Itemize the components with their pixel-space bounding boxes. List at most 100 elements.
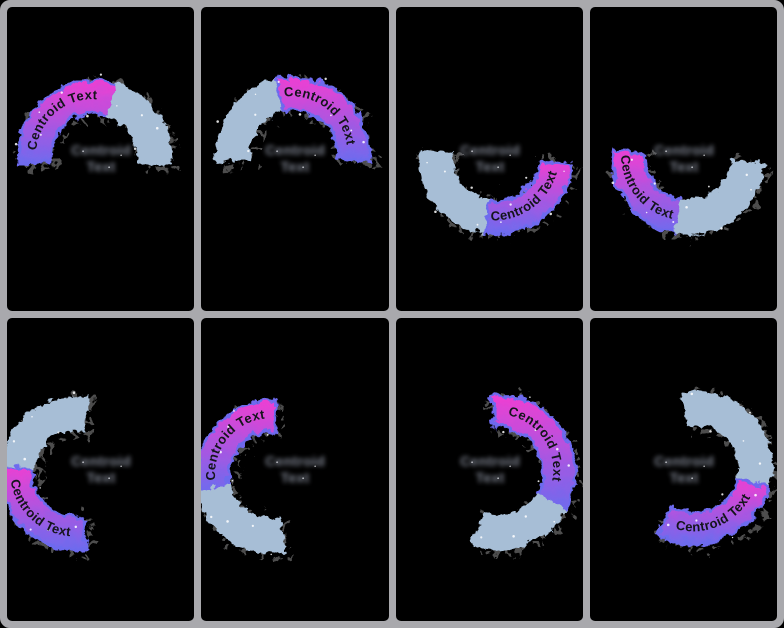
sparkle-dot xyxy=(552,520,555,523)
sparkle-dot xyxy=(496,166,499,169)
sparkle-dot xyxy=(566,463,570,467)
sparkle-dot xyxy=(476,223,478,226)
gradient-arc-segment xyxy=(481,157,571,233)
sparkle-dot xyxy=(524,514,527,518)
sparkle-dot xyxy=(82,460,85,463)
sparkle-dot xyxy=(210,515,213,518)
sparkle-dot xyxy=(233,409,236,412)
sparkle-dot xyxy=(226,519,230,523)
sparkle-dot xyxy=(666,523,670,526)
sparkle-dot xyxy=(133,147,137,151)
sparkle-dot xyxy=(749,188,752,191)
sparkle-dot xyxy=(443,170,446,173)
sparkle-dot xyxy=(23,457,27,460)
chart-panel-row1-col3: Centroid Text Centroid Text xyxy=(395,7,583,311)
center-label-line2: Text xyxy=(281,158,310,174)
sparkle-dot xyxy=(731,536,734,538)
sparkle-dot xyxy=(664,460,667,463)
sparkle-dot xyxy=(695,518,698,522)
center-label-line2: Text xyxy=(669,469,698,485)
sparkle-dot xyxy=(120,154,122,157)
chart-panel-row2-col4: Centroid Text Centroid Text xyxy=(589,317,777,621)
sparkle-dot xyxy=(324,77,328,81)
sparkle-dot xyxy=(470,460,473,463)
sparkle-dot xyxy=(511,534,515,538)
secondary-arc-segment xyxy=(213,76,283,161)
center-label-line1: Centroid xyxy=(654,142,714,158)
sparkle-dot xyxy=(82,150,85,153)
sparkle-dot xyxy=(140,114,143,117)
sparkle-dot xyxy=(108,166,111,169)
sparkle-dot xyxy=(690,476,693,479)
center-label-line1: Centroid xyxy=(71,453,131,469)
sparkle-dot xyxy=(276,150,279,153)
sparkle-dot xyxy=(74,525,78,528)
sparkle-dot xyxy=(330,114,333,117)
secondary-arc-segment xyxy=(201,481,284,552)
sparkle-dot xyxy=(524,176,527,179)
sparkle-dot xyxy=(433,210,437,214)
sparkle-dot xyxy=(720,227,723,230)
gradient-arc-segment xyxy=(7,463,88,549)
center-label-line2: Text xyxy=(475,158,504,174)
sparkle-dot xyxy=(653,182,656,185)
sparkle-dot xyxy=(12,439,16,442)
gradient-arc-segment xyxy=(14,77,118,164)
sparkle-dot xyxy=(267,433,269,436)
sparkle-dot xyxy=(227,424,230,428)
sparkle-dot xyxy=(57,430,60,434)
sparkle-dot xyxy=(298,113,302,116)
gradient-arc-segment xyxy=(653,475,768,544)
sparkle-dot xyxy=(120,464,122,467)
chart-panel-row1-col4: Centroid Text Centroid Text xyxy=(589,7,777,311)
sparkle-dot xyxy=(39,133,42,136)
secondary-arc-segment xyxy=(678,388,771,487)
sparkle-dot xyxy=(255,93,257,96)
sparkle-dot xyxy=(38,111,41,114)
chart-panel-row2-col1: Centroid Text Centroid Text xyxy=(7,317,195,621)
sparkle-dot xyxy=(479,535,482,538)
chart-panel-row1-col1: Centroid Text Centroid Text xyxy=(7,7,195,311)
sparkle-dot xyxy=(216,120,220,123)
sparkle-dot xyxy=(721,492,724,495)
secondary-arc-segment xyxy=(469,490,565,548)
center-label-line1: Centroid xyxy=(265,453,325,469)
sparkle-dot xyxy=(690,392,693,395)
sparkle-dot xyxy=(39,486,41,489)
sparkle-dot xyxy=(314,154,317,157)
sparkle-dot xyxy=(314,464,317,467)
sparkle-dot xyxy=(470,150,473,153)
sparkle-dot xyxy=(671,220,675,224)
sparkle-dot xyxy=(555,447,559,450)
center-label-line1: Centroid xyxy=(460,142,520,158)
sparkle-dot xyxy=(664,150,667,153)
sparkle-dot xyxy=(496,476,499,479)
sparkle-dot xyxy=(362,140,366,144)
sparkle-dot xyxy=(630,158,633,161)
secondary-arc-segment xyxy=(104,81,170,164)
sparkle-dot xyxy=(72,390,76,394)
sparkle-dot xyxy=(753,493,757,496)
center-label-line1: Centroid xyxy=(71,142,131,158)
sparkle-dot xyxy=(270,553,273,555)
sparkle-dot xyxy=(499,221,502,223)
sparkle-dot xyxy=(534,428,537,431)
center-label-line1: Centroid xyxy=(265,142,325,158)
sparkle-dot xyxy=(709,429,712,433)
sparkle-dot xyxy=(219,450,223,453)
sparkle-dot xyxy=(425,161,428,164)
sparkle-dot xyxy=(469,186,473,189)
secondary-arc-segment xyxy=(7,393,88,469)
